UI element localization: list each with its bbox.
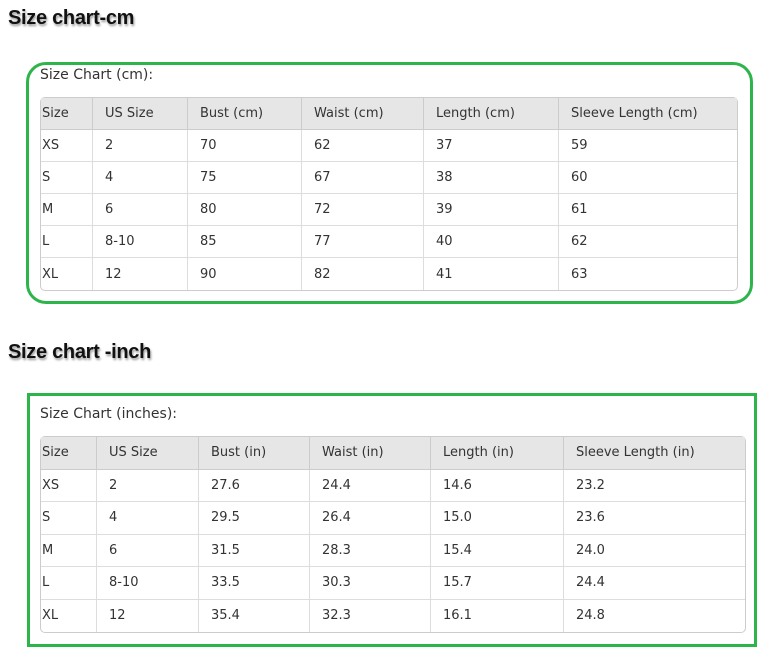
- table-cell: 26.4: [310, 502, 431, 535]
- table-row: M 6 80 72 39 61: [41, 194, 737, 226]
- table-row: L 8-10 33.5 30.3 15.7 24.4: [41, 567, 745, 600]
- table-cell: 82: [302, 258, 424, 290]
- column-header: Waist (cm): [302, 98, 424, 130]
- table-cell: 80: [188, 194, 302, 226]
- table-cell: 37: [424, 130, 559, 162]
- column-header: US Size: [93, 98, 188, 130]
- table-cell: L: [41, 567, 97, 600]
- inch-chart-box: [27, 393, 757, 647]
- table-cell: 2: [93, 130, 188, 162]
- table-cell: 4: [93, 162, 188, 194]
- table-cell: 62: [302, 130, 424, 162]
- table-cell: S: [41, 162, 93, 194]
- table-cell: 40: [424, 226, 559, 258]
- table-cell: 72: [302, 194, 424, 226]
- inch-caption: Size Chart (inches):: [40, 406, 177, 422]
- table-cell: 63: [571, 266, 588, 282]
- table-cell: 27.6: [199, 469, 310, 502]
- table-cell: 39: [424, 194, 559, 226]
- table-cell: 33.5: [199, 567, 310, 600]
- table-cell: 23.2: [564, 470, 745, 502]
- cm-caption: Size Chart (cm):: [40, 67, 154, 83]
- table-row: XS 2 70 62 37 59: [41, 130, 737, 162]
- table-row: XS 2 27.6 24.4 14.6 23.2: [41, 469, 745, 502]
- table-cell: 30.3: [310, 567, 431, 600]
- table-cell: 35.4: [199, 599, 310, 632]
- table-cell: 2: [97, 469, 199, 502]
- table-cell: 75: [188, 162, 302, 194]
- column-header: Sleeve Length (in): [564, 437, 745, 470]
- table-cell: 62: [559, 226, 737, 258]
- table-cell: 70: [188, 130, 302, 162]
- table-cell: 32.3: [310, 599, 431, 632]
- table-cell: 67: [302, 162, 424, 194]
- column-header: Bust (in): [199, 437, 310, 470]
- table-row: L 8-10 85 77 40 62: [41, 226, 737, 258]
- table-cell: 8-10: [97, 567, 199, 600]
- table-cell: 6: [93, 194, 188, 226]
- table-cell: 15.0: [431, 502, 564, 535]
- table-cell: 28.3: [310, 534, 431, 567]
- table-cell: 6: [97, 534, 199, 567]
- column-header: Length (in): [431, 437, 564, 470]
- column-header: Size: [41, 98, 93, 130]
- table-row: S 4 29.5 26.4 15.0 23.6: [41, 502, 745, 535]
- column-header: Sleeve Length (cm): [559, 98, 737, 130]
- table-cell: 15.7: [431, 567, 564, 600]
- table-cell: 61: [559, 194, 737, 226]
- table-cell: 24.4: [564, 567, 745, 600]
- table-row: S 4 75 67 38 60: [41, 162, 737, 194]
- column-header: Size: [41, 437, 97, 470]
- table-row: XL 12 35.4 32.3 16.1 24.8: [41, 599, 745, 632]
- table-cell: 23.6: [564, 502, 745, 535]
- table-cell: XS: [41, 469, 97, 502]
- table-cell: 16.1: [431, 599, 564, 632]
- table-cell: 38: [424, 162, 559, 194]
- table-cell: 60: [559, 162, 737, 194]
- table-cell: 4: [97, 502, 199, 535]
- column-header: Length (cm): [424, 98, 559, 130]
- header-row: Size US Size Bust (cm) Waist (cm) Length (cm…: [41, 98, 737, 130]
- table-cell: XS: [41, 130, 93, 162]
- table-cell: 12: [93, 258, 188, 290]
- table-cell: 24.8: [576, 608, 605, 624]
- column-header: Bust (cm): [188, 98, 302, 130]
- table-cell: 31.5: [199, 534, 310, 567]
- table-cell: 77: [302, 226, 424, 258]
- table-cell: 90: [188, 258, 302, 290]
- table-cell: 8-10: [93, 226, 188, 258]
- inch-heading: Size chart -inch: [8, 341, 152, 363]
- table-cell: XL: [41, 258, 93, 290]
- table-cell: L: [41, 226, 93, 258]
- table-cell: 41: [424, 258, 559, 290]
- table-row: XL 12 90 82 41 63: [41, 258, 737, 290]
- column-header: Waist (in): [310, 437, 431, 470]
- table-cell: M: [41, 534, 97, 567]
- table-cell: 24.4: [310, 469, 431, 502]
- table-cell: 12: [97, 599, 199, 632]
- table-cell: XL: [41, 599, 97, 632]
- table-cell: 24.0: [564, 535, 745, 567]
- table-cell: 29.5: [199, 502, 310, 535]
- inch-size-table: Size US Size Bust (in) Waist (in) Length (in…: [40, 436, 746, 633]
- table-cell: 59: [559, 130, 737, 162]
- column-header: US Size: [97, 437, 199, 470]
- cm-chart-box: [26, 62, 753, 304]
- table-cell: 15.4: [431, 534, 564, 567]
- table-cell: S: [41, 502, 97, 535]
- header-row: Size US Size Bust (in) Waist (in) Length (in…: [41, 437, 745, 470]
- table-cell: M: [41, 194, 93, 226]
- table-cell: 85: [188, 226, 302, 258]
- cm-heading: Size chart-cm: [8, 7, 135, 29]
- table-row: M 6 31.5 28.3 15.4 24.0: [41, 534, 745, 567]
- cm-size-table: Size US Size Bust (cm) Waist (cm) Length (cm…: [40, 97, 738, 291]
- table-cell: 14.6: [431, 469, 564, 502]
